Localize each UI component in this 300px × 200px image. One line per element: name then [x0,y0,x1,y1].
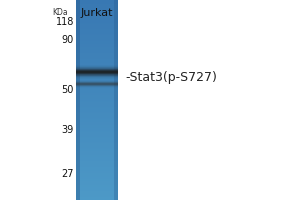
Text: Jurkat: Jurkat [81,8,113,18]
Text: 50: 50 [61,85,74,95]
Text: -Stat3(p-S727): -Stat3(p-S727) [125,72,217,84]
Text: KDa: KDa [52,8,68,17]
Text: 118: 118 [56,17,74,27]
Text: 27: 27 [61,169,74,179]
Text: 39: 39 [62,125,74,135]
Text: 90: 90 [62,35,74,45]
